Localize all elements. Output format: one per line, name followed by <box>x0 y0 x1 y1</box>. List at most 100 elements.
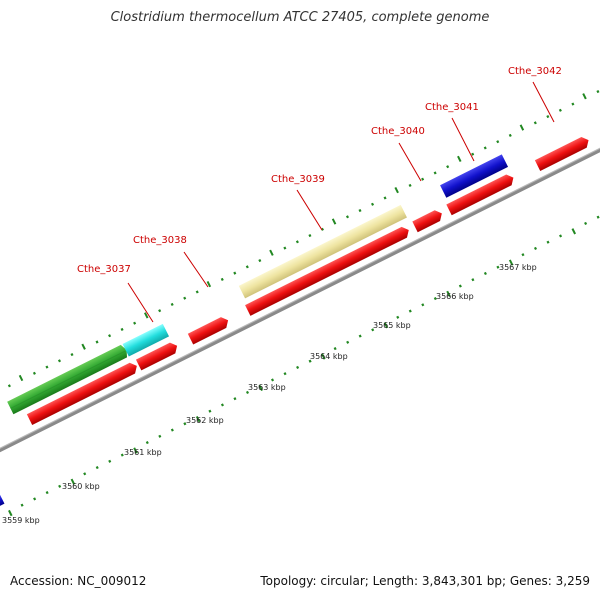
major-tick <box>18 374 24 382</box>
minor-tick <box>158 434 162 438</box>
genome-backbone <box>0 135 600 461</box>
major-tick <box>133 447 138 454</box>
minor-tick <box>283 372 287 376</box>
minor-tick <box>245 265 249 269</box>
major-tick <box>383 322 389 329</box>
minor-tick <box>571 102 575 106</box>
kbp-label-3567: 3567 kbp <box>499 263 537 272</box>
kbp-label-3566: 3566 kbp <box>436 292 474 301</box>
major-tick <box>331 218 337 225</box>
minor-tick <box>371 202 375 206</box>
minor-tick <box>533 121 537 125</box>
minor-tick <box>433 171 437 175</box>
minor-tick <box>195 290 199 294</box>
gene-label-cthe-3037[interactable]: Cthe_3037 <box>77 264 131 275</box>
minor-tick <box>170 302 174 306</box>
minor-tick <box>296 365 300 369</box>
green-feature[interactable] <box>7 344 130 415</box>
minor-tick <box>521 253 525 257</box>
kbp-label-3562: 3562 kbp <box>186 416 224 425</box>
major-tick <box>582 93 587 100</box>
cds-arrow[interactable] <box>534 135 591 171</box>
gene-label-cthe-3038[interactable]: Cthe_3038 <box>133 235 187 246</box>
major-tick <box>508 259 514 266</box>
genome-summary-text: Topology: circular; Length: 3,843,301 bp… <box>260 574 590 588</box>
major-tick <box>571 228 577 235</box>
gene-label-cthe-3039[interactable]: Cthe_3039 <box>271 174 325 185</box>
gene-label-cthe-3040[interactable]: Cthe_3040 <box>371 126 425 137</box>
minor-tick <box>233 397 237 401</box>
major-tick <box>8 509 13 517</box>
minor-tick <box>108 334 112 338</box>
major-tick <box>446 290 451 298</box>
cds-arrow[interactable] <box>135 340 180 371</box>
cds-arrow[interactable] <box>412 208 444 233</box>
minor-tick <box>183 296 187 300</box>
minor-tick <box>496 265 500 269</box>
minor-tick <box>45 365 49 369</box>
minor-tick <box>133 321 137 325</box>
upper-tick-ring <box>7 89 600 388</box>
accession-text: Accession: NC_009012 <box>10 574 147 588</box>
kbp-label-3561: 3561 kbp <box>124 448 162 457</box>
minor-tick <box>558 108 562 112</box>
blue-feature[interactable] <box>0 494 5 509</box>
cds-arrow[interactable] <box>187 315 231 345</box>
feature-tier <box>7 154 509 415</box>
cyan-feature[interactable] <box>122 323 170 357</box>
minor-tick <box>20 503 24 507</box>
minor-tick <box>33 497 37 501</box>
minor-tick <box>32 371 36 375</box>
kbp-label-3565: 3565 kbp <box>373 321 411 330</box>
minor-tick <box>358 334 362 338</box>
minor-tick <box>95 340 99 344</box>
minor-tick <box>421 177 425 181</box>
minor-tick <box>220 277 224 281</box>
minor-tick <box>220 403 224 407</box>
major-tick <box>269 249 274 256</box>
minor-tick <box>120 327 124 332</box>
minor-tick <box>120 453 124 457</box>
minor-tick <box>396 315 400 319</box>
minor-tick <box>45 491 49 495</box>
minor-tick <box>70 352 74 357</box>
minor-tick <box>271 378 275 382</box>
cds-arrow[interactable] <box>245 225 411 316</box>
blue-feature[interactable] <box>440 154 509 198</box>
steel-feature[interactable] <box>0 481 1 497</box>
major-tick <box>81 343 86 350</box>
lower-tick-ring <box>8 215 600 517</box>
minor-tick <box>508 133 512 137</box>
minor-tick <box>371 328 375 332</box>
minor-tick <box>295 240 299 244</box>
gene-labels: Cthe_3037 Cthe_3038 Cthe_3039 Cthe_3040 … <box>77 66 562 275</box>
minor-tick <box>546 240 550 244</box>
minor-tick <box>533 246 538 251</box>
gene-label-cthe-3041[interactable]: Cthe_3041 <box>425 102 479 113</box>
minor-tick <box>308 359 312 363</box>
minor-tick <box>308 233 312 238</box>
minor-tick <box>345 215 350 219</box>
major-tick <box>457 155 462 162</box>
cds-arrow[interactable] <box>446 172 516 216</box>
major-tick <box>394 187 399 194</box>
minor-tick <box>333 347 337 351</box>
minor-tick <box>170 428 174 432</box>
map-title: Clostridium thermocellum ATCC 27405, com… <box>110 10 490 25</box>
minor-tick <box>483 146 487 150</box>
major-tick <box>70 478 76 485</box>
minor-tick <box>358 208 362 213</box>
gene-label-cthe-3042[interactable]: Cthe_3042 <box>508 66 562 77</box>
minor-tick <box>158 309 162 313</box>
minor-tick <box>258 259 262 263</box>
minor-tick <box>421 303 425 307</box>
major-tick <box>258 384 263 391</box>
minor-tick <box>458 284 462 288</box>
minor-tick <box>546 115 550 119</box>
minor-tick <box>408 183 412 188</box>
cds-arrow[interactable] <box>26 361 140 425</box>
kbp-label-3563: 3563 kbp <box>248 383 286 392</box>
kbp-label-3559: 3559 kbp <box>2 516 40 525</box>
yellow-feature[interactable] <box>238 204 407 299</box>
